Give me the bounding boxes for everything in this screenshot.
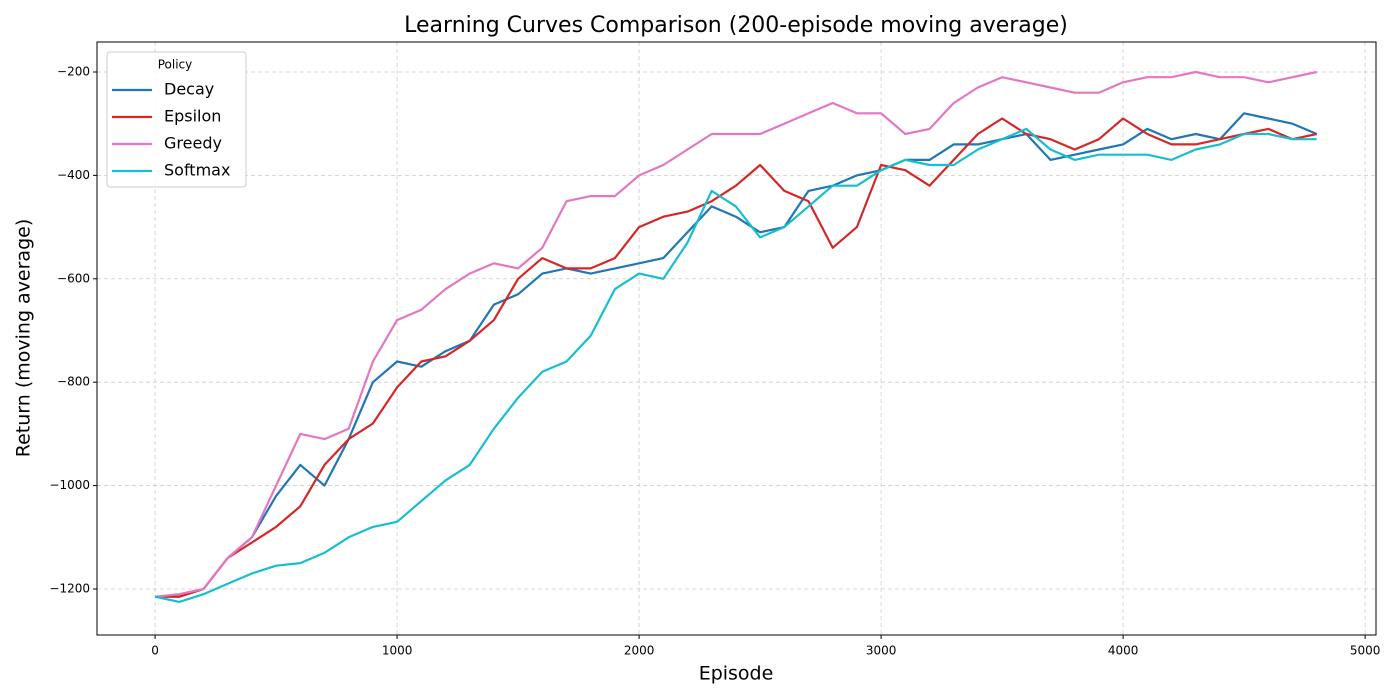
y-axis-label: Return (moving average) [13, 219, 35, 458]
legend-label: Decay [164, 80, 214, 99]
line-series [154, 127, 1317, 603]
axes-frame [96, 41, 1377, 636]
plot-area: −1200 −1000 −800 −600 −400 −200 0 1000 2000 3000 4… [49, 42, 1380, 658]
legend-box [106, 51, 247, 188]
legend: Policy Decay Epsilon Greedy Softmax [106, 51, 247, 188]
line-series [154, 70, 1317, 598]
chart-title: Learning Curves Comparison (200-episode … [404, 13, 1068, 38]
legend-label: Greedy [164, 134, 222, 153]
x-tick-label: 1000 [382, 644, 413, 658]
x-tick-label: 0 [151, 644, 159, 658]
y-tick-label: −1200 [49, 581, 90, 595]
line-series [155, 117, 1317, 598]
y-tick-label: −600 [57, 271, 90, 285]
x-tick-label: 5000 [1350, 644, 1381, 658]
legend-title: Policy [158, 58, 193, 72]
legend-label: Softmax [164, 161, 230, 180]
x-axis-label: Episode [699, 663, 774, 685]
y-tick-label: −400 [57, 168, 90, 182]
y-tick-label: −1000 [49, 478, 90, 492]
x-tick-label: 2000 [624, 644, 655, 658]
y-tick-label: −200 [57, 64, 90, 78]
legend-label: Epsilon [164, 107, 221, 126]
x-tick-label: 3000 [866, 644, 897, 658]
y-tick-label: −800 [57, 375, 90, 389]
x-tick-label: 4000 [1108, 644, 1139, 658]
